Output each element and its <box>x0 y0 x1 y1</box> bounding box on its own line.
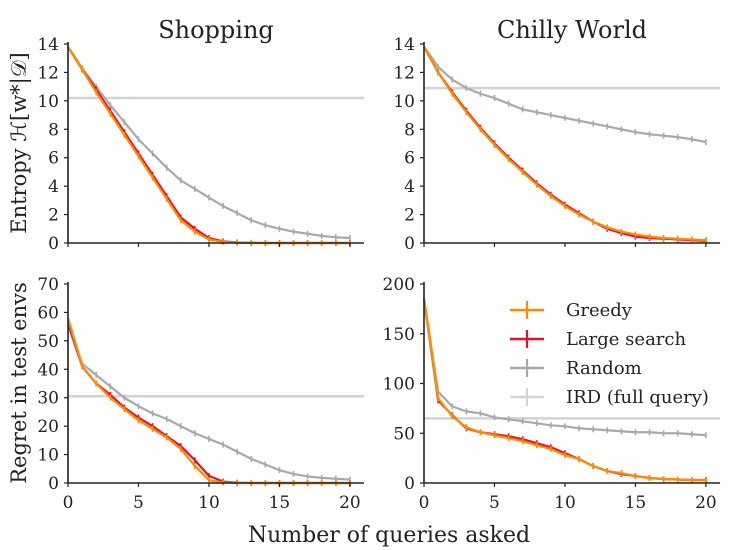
y-tick-label: 0 <box>48 474 59 494</box>
y-tick-label: 10 <box>37 446 59 466</box>
y-tick-label: 0 <box>48 234 59 254</box>
y-tick-label: 12 <box>393 63 415 83</box>
y-axis-label: Regret in test envs <box>7 282 31 484</box>
series-line-random <box>423 46 707 144</box>
y-tick-label: 0 <box>404 474 415 494</box>
series-line-greedy <box>67 46 350 245</box>
legend-label-large-search: Large search <box>566 329 686 350</box>
y-tick-label: 30 <box>37 389 59 409</box>
series-line-random <box>67 46 350 240</box>
y-tick-label: 20 <box>37 417 59 437</box>
y-axis-label: Entropy ℋ[w*|𝒟] <box>7 52 32 233</box>
y-tick-label: 2 <box>48 206 59 226</box>
legend-label-greedy: Greedy <box>566 300 633 321</box>
x-tick-label: 20 <box>695 493 717 513</box>
series-line-greedy <box>423 46 706 242</box>
x-tick-label: 15 <box>625 493 647 513</box>
y-tick-label: 60 <box>37 303 59 323</box>
legend-label-ird-full-query: IRD (full query) <box>566 387 709 408</box>
y-tick-label: 50 <box>37 332 59 352</box>
y-tick-label: 40 <box>37 360 59 380</box>
panel-title: Shopping <box>158 16 274 44</box>
y-tick-label: 10 <box>393 92 415 112</box>
y-tick-label: 6 <box>48 149 59 169</box>
series-line-random <box>422 298 706 437</box>
x-tick-label: 10 <box>554 493 576 513</box>
y-tick-label: 4 <box>48 177 59 197</box>
series-line-large-search <box>423 46 706 242</box>
x-tick-label: 15 <box>269 493 291 513</box>
y-tick-label: 14 <box>393 35 415 55</box>
legend: Greedy Large search Random IRD (full query) <box>510 300 709 408</box>
y-tick-label: 2 <box>404 206 415 226</box>
y-tick-label: 14 <box>37 35 59 55</box>
legend-label-random: Random <box>566 358 642 379</box>
y-tick-label: 8 <box>404 120 415 140</box>
y-tick-label: 70 <box>37 275 59 295</box>
x-tick-label: 0 <box>63 493 74 513</box>
x-tick-label: 0 <box>419 493 430 513</box>
chart-panel-3: Regret in test envs 0 10 20 30 40 50 60 70 0 5 10 15… <box>7 275 364 513</box>
series-line-large-search <box>67 46 350 245</box>
y-tick-label: 200 <box>383 275 415 295</box>
x-tick-label: 5 <box>133 493 144 513</box>
y-tick-label: 8 <box>48 120 59 140</box>
x-tick-label: 5 <box>489 493 500 513</box>
y-tick-label: 0 <box>404 234 415 254</box>
y-tick-label: 50 <box>393 424 415 444</box>
y-tick-label: 12 <box>37 63 59 83</box>
y-tick-label: 10 <box>37 92 59 112</box>
chart-panel-1: Shopping Entropy ℋ[w*|𝒟] 0 2 4 6 8 10 12 14 <box>7 16 364 254</box>
y-tick-label: 4 <box>404 177 415 197</box>
chart-panel-4: 0 50 100 150 200 0 5 10 15 20 Greedy Large search Ra… <box>383 275 720 513</box>
series-line-large-search <box>66 323 350 485</box>
y-tick-label: 100 <box>383 375 415 395</box>
y-tick-label: 6 <box>404 149 415 169</box>
chart-panel-2: Chilly World 0 2 4 6 8 10 12 14 <box>393 16 720 254</box>
y-tick-label: 150 <box>383 325 415 345</box>
x-tick-label: 20 <box>339 493 361 513</box>
x-tick-label: 10 <box>198 493 220 513</box>
panel-title: Chilly World <box>497 16 647 44</box>
figure-xlabel: Number of queries asked <box>248 523 530 548</box>
